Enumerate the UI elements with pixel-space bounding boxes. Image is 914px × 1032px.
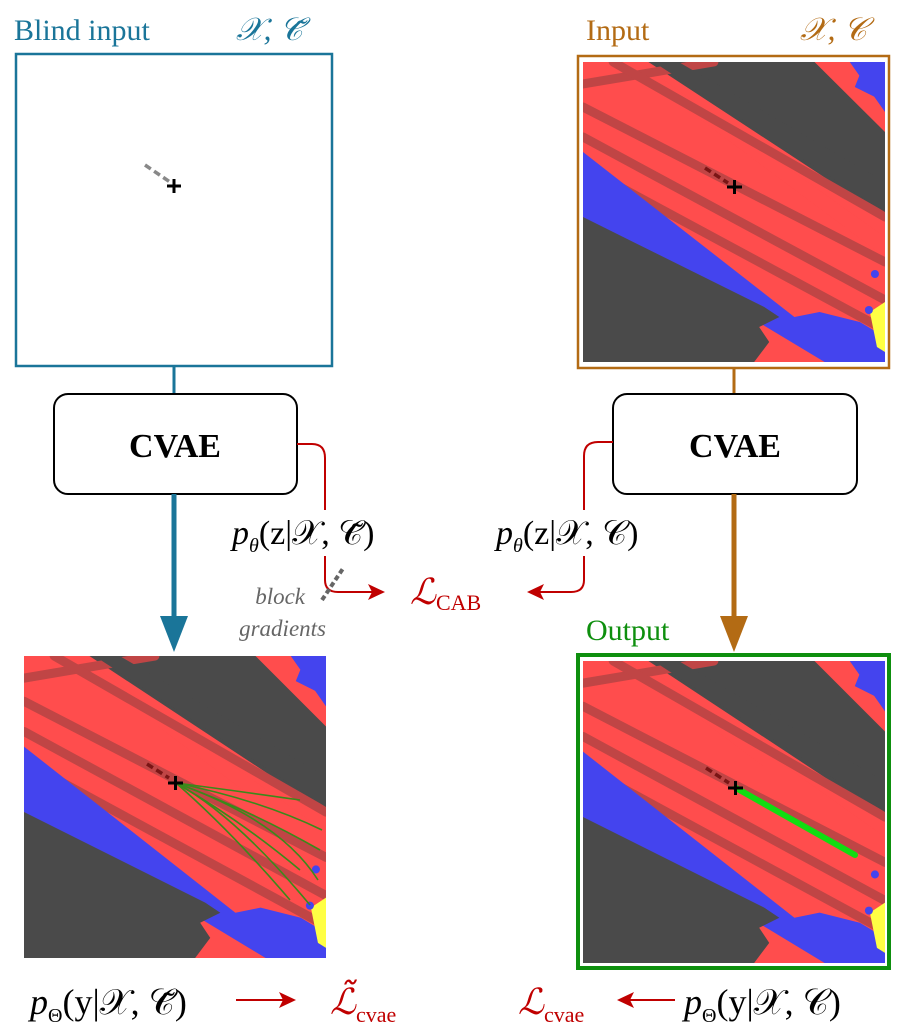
blind-prediction-ego-marker: [146, 762, 183, 790]
blind-input-title: Blind input: [14, 14, 151, 47]
loss-cvae: ℒcvae: [518, 982, 584, 1027]
prior-left-formula: pθ(z|𝒳, 𝒞̃): [230, 515, 374, 557]
output-arrow: [720, 494, 748, 652]
block-gradients-label-line1: block: [255, 584, 306, 609]
cvae-right-label: CVAE: [689, 428, 781, 465]
cvae-left-label: CVAE: [129, 428, 221, 465]
input-map: [583, 62, 885, 362]
output-ego-marker: [705, 766, 743, 795]
loss-cab: ℒCAB: [410, 572, 481, 615]
input-ego-marker: [704, 166, 742, 194]
input-title: Input: [586, 14, 650, 47]
prior-right-formula: pθ(z|𝒳, 𝒞): [494, 515, 638, 557]
bottom-right-loss-arrow: [617, 992, 675, 1008]
blind-output-arrow: [160, 494, 188, 652]
input-context-symbol: 𝒳, 𝒞: [800, 11, 876, 47]
block-gradients-mark: [320, 565, 346, 602]
blind-input-frame: [14, 52, 334, 368]
blind-input-ego-marker: [144, 163, 181, 193]
block-gradients-label-line2: gradients: [239, 616, 326, 641]
loss-cvae-blind: ℒ̃cvae: [330, 979, 396, 1027]
blind-input-context-symbol: 𝒳, 𝒞̃: [236, 11, 312, 47]
output-map: [583, 661, 885, 963]
output-predicted-trajectory: [733, 785, 858, 858]
prior-right-to-cab-arrow: [527, 441, 613, 600]
bottom-left-formula: pΘ(y|𝒳, 𝒞̃): [27, 982, 187, 1027]
bottom-right-formula: pΘ(y|𝒳, 𝒞): [681, 982, 841, 1027]
bottom-left-loss-arrow: [236, 992, 296, 1008]
blind-prediction-map: [24, 656, 326, 958]
output-title: Output: [586, 614, 670, 647]
blind-prediction-trajectories: [175, 782, 323, 906]
